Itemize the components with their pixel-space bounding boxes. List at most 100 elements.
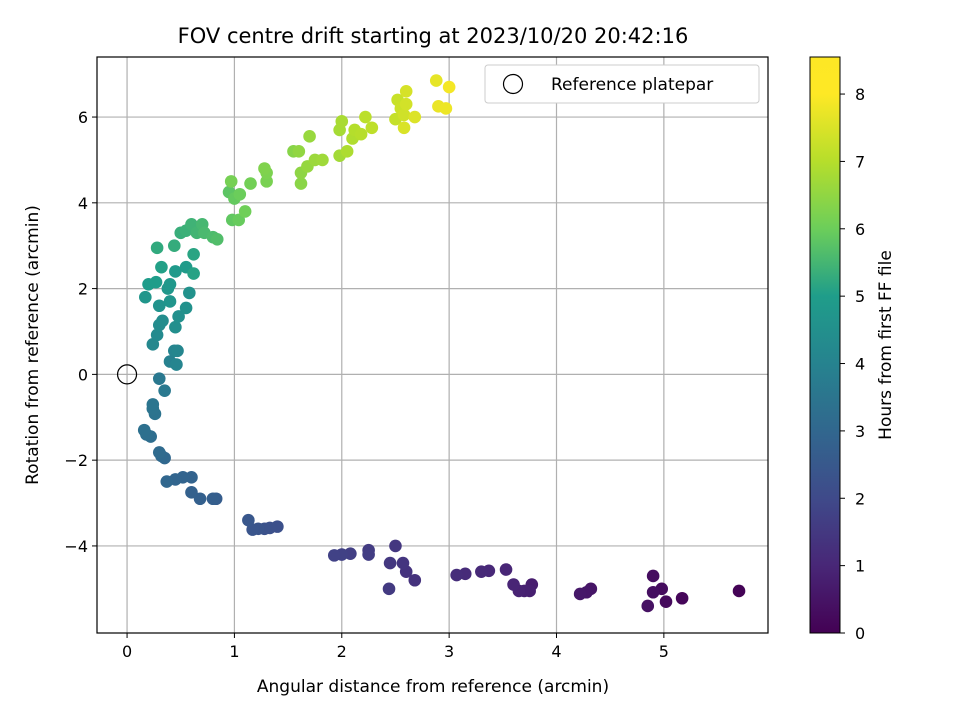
data-point	[187, 267, 200, 280]
colorbar-tick-label: 1	[855, 557, 865, 576]
colorbar-label: Hours from first FF file	[876, 250, 896, 440]
data-point	[160, 475, 174, 488]
data-point	[362, 548, 375, 561]
data-point	[397, 121, 411, 135]
data-point	[258, 162, 271, 175]
data-point	[294, 177, 308, 190]
x-tick-label: 4	[551, 642, 561, 661]
legend-box	[484, 64, 760, 104]
x-axis-ticks: 0 1 2 3 4 5	[122, 633, 669, 661]
data-point	[183, 286, 196, 300]
legend-open-circle-icon	[502, 73, 524, 95]
data-point	[152, 299, 166, 313]
data-point	[450, 568, 463, 582]
data-point	[365, 121, 379, 135]
data-point	[475, 565, 488, 578]
y-axis-ticks: −4 −2 0 2 4 6	[64, 108, 97, 556]
chart-title: FOV centre drift starting at 2023/10/20 …	[178, 24, 689, 48]
data-point	[659, 595, 673, 608]
data-point	[244, 177, 257, 190]
y-tick-label: −2	[64, 451, 88, 470]
data-point	[187, 247, 200, 261]
data-point	[224, 175, 238, 188]
data-point	[167, 239, 181, 253]
data-point	[396, 556, 410, 570]
data-point	[171, 344, 184, 358]
data-point	[149, 275, 163, 289]
colorbar-tick-label: 8	[855, 85, 865, 104]
data-point	[442, 80, 456, 94]
data-point	[152, 446, 166, 459]
data-point	[158, 384, 171, 397]
data-point	[399, 97, 413, 111]
data-point	[382, 582, 396, 596]
data-point	[675, 591, 689, 605]
y-tick-label: 0	[78, 365, 88, 384]
grid-lines	[97, 57, 768, 633]
data-point	[137, 423, 151, 437]
data-point	[179, 301, 193, 315]
data-point	[232, 213, 246, 227]
data-point	[156, 314, 169, 328]
data-point	[150, 328, 164, 342]
data-point	[573, 587, 587, 601]
x-tick-label: 1	[229, 642, 239, 661]
data-point	[335, 115, 349, 128]
data-point	[303, 130, 316, 143]
legend-label: Reference platepar	[551, 75, 713, 95]
data-point	[732, 584, 746, 598]
data-point	[169, 320, 182, 334]
colorbar-gradient	[809, 56, 841, 634]
x-tick-label: 0	[122, 642, 132, 661]
data-point	[354, 127, 368, 141]
data-point	[646, 569, 660, 583]
data-point	[408, 110, 422, 124]
colorbar-tick-label: 5	[855, 287, 865, 306]
data-point	[146, 338, 160, 351]
colorbar-tick-label: 7	[855, 152, 865, 171]
data-point	[641, 599, 655, 613]
data-point	[292, 145, 306, 158]
data-point	[233, 187, 247, 201]
data-point	[163, 278, 177, 291]
data-point	[193, 492, 207, 506]
data-point	[172, 310, 185, 323]
data-point	[399, 85, 413, 98]
plot-frame	[96, 56, 769, 634]
data-point	[170, 358, 183, 371]
data-point	[408, 573, 422, 587]
data-point	[139, 290, 152, 304]
data-point	[359, 110, 372, 124]
data-point	[155, 260, 168, 274]
data-point	[429, 74, 443, 87]
data-point	[238, 205, 252, 218]
colorbar-ticks: 0 1 2 3 4 5 6 7 8	[840, 85, 865, 643]
colorbar-tick-label: 0	[855, 624, 865, 643]
data-point	[389, 539, 402, 553]
data-point	[327, 549, 341, 562]
data-point	[150, 241, 164, 255]
data-point	[646, 585, 660, 599]
colorbar: 0 1 2 3 4 5 6 7 8 Hours from first FF file	[809, 56, 896, 643]
data-point	[246, 523, 259, 536]
y-tick-label: 4	[78, 194, 88, 213]
x-tick-label: 3	[444, 642, 454, 661]
colorbar-tick-label: 6	[855, 220, 865, 239]
data-point	[210, 232, 224, 246]
y-tick-label: 2	[78, 280, 88, 299]
data-point	[507, 578, 520, 591]
reference-marker-layer	[116, 364, 138, 385]
x-tick-label: 5	[659, 642, 669, 661]
data-point	[152, 372, 166, 385]
data-point	[206, 492, 220, 506]
data-point	[383, 556, 397, 570]
scatter-points	[137, 74, 746, 613]
data-point	[163, 295, 177, 308]
legend: Reference platepar	[484, 64, 760, 104]
reference-platepar-marker	[116, 364, 138, 385]
colorbar-tick-label: 4	[855, 355, 865, 374]
colorbar-tick-label: 2	[855, 489, 865, 508]
data-point	[439, 102, 453, 115]
y-axis-label: Rotation from reference (arcmin)	[23, 205, 43, 485]
